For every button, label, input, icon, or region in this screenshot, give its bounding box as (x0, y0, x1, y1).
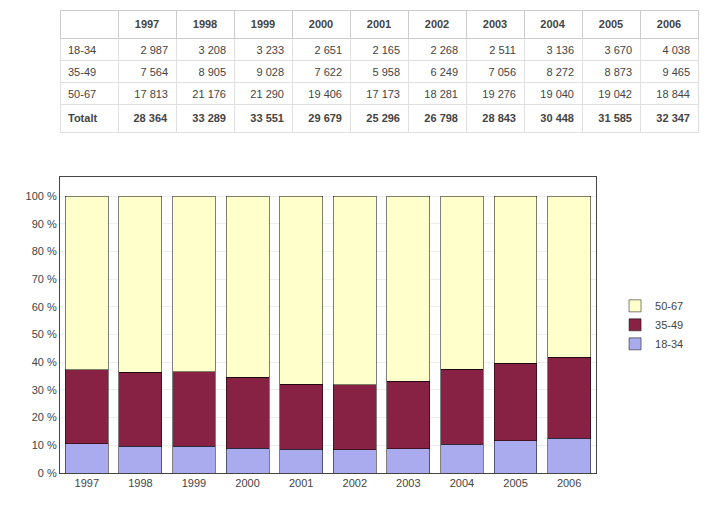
svg-text:100 %: 100 % (26, 190, 57, 202)
svg-text:2 987: 2 987 (140, 44, 168, 56)
svg-text:19 042: 19 042 (598, 88, 632, 100)
svg-text:60 %: 60 % (32, 301, 57, 313)
svg-text:70 %: 70 % (32, 273, 57, 285)
svg-text:18 844: 18 844 (656, 88, 690, 100)
svg-text:6 249: 6 249 (430, 66, 458, 78)
svg-text:21 290: 21 290 (250, 88, 284, 100)
svg-text:18-34: 18-34 (655, 338, 683, 350)
svg-text:1999: 1999 (251, 18, 275, 30)
svg-text:29 679: 29 679 (308, 112, 342, 124)
svg-text:3 670: 3 670 (604, 44, 632, 56)
svg-text:2 268: 2 268 (430, 44, 458, 56)
svg-text:26 798: 26 798 (424, 112, 458, 124)
svg-text:1998: 1998 (128, 477, 152, 489)
svg-text:17 813: 17 813 (134, 88, 168, 100)
svg-text:2002: 2002 (343, 477, 367, 489)
svg-text:10 %: 10 % (32, 439, 57, 451)
svg-text:21 176: 21 176 (192, 88, 226, 100)
svg-text:20 %: 20 % (32, 411, 57, 423)
svg-text:31 585: 31 585 (598, 112, 632, 124)
svg-text:1997: 1997 (75, 477, 99, 489)
svg-text:1999: 1999 (182, 477, 206, 489)
svg-text:40 %: 40 % (32, 356, 57, 368)
svg-text:18 281: 18 281 (424, 88, 458, 100)
svg-text:50 %: 50 % (32, 328, 57, 340)
svg-text:30 448: 30 448 (540, 112, 574, 124)
svg-text:2004: 2004 (450, 477, 474, 489)
svg-text:2003: 2003 (396, 477, 420, 489)
svg-text:2003: 2003 (483, 18, 507, 30)
svg-text:5 958: 5 958 (372, 66, 400, 78)
svg-text:2005: 2005 (503, 477, 527, 489)
svg-text:28 843: 28 843 (482, 112, 516, 124)
svg-text:2001: 2001 (367, 18, 391, 30)
svg-text:19 276: 19 276 (482, 88, 516, 100)
svg-text:2004: 2004 (540, 18, 565, 30)
svg-text:9 028: 9 028 (256, 66, 284, 78)
svg-text:Totalt: Totalt (68, 112, 97, 124)
svg-text:2002: 2002 (425, 18, 449, 30)
svg-text:7 056: 7 056 (488, 66, 516, 78)
svg-text:7 564: 7 564 (140, 66, 168, 78)
svg-text:2 651: 2 651 (314, 44, 342, 56)
svg-text:3 233: 3 233 (256, 44, 284, 56)
svg-text:90 %: 90 % (32, 218, 57, 230)
svg-text:2005: 2005 (599, 18, 623, 30)
svg-text:7 622: 7 622 (314, 66, 342, 78)
svg-text:2 511: 2 511 (489, 44, 516, 56)
svg-text:0 %: 0 % (38, 467, 57, 479)
svg-text:50-67: 50-67 (68, 88, 96, 100)
svg-text:25 296: 25 296 (366, 112, 400, 124)
svg-text:35-49: 35-49 (655, 319, 683, 331)
svg-text:19 406: 19 406 (308, 88, 342, 100)
svg-text:50-67: 50-67 (655, 300, 683, 312)
svg-text:2006: 2006 (557, 477, 581, 489)
svg-text:2006: 2006 (657, 18, 681, 30)
svg-text:30 %: 30 % (32, 384, 57, 396)
svg-text:18-34: 18-34 (68, 44, 96, 56)
svg-text:32 347: 32 347 (656, 112, 690, 124)
svg-text:3 136: 3 136 (546, 44, 574, 56)
svg-text:2 165: 2 165 (372, 44, 400, 56)
svg-text:8 873: 8 873 (604, 66, 632, 78)
svg-text:2000: 2000 (235, 477, 259, 489)
svg-text:19 040: 19 040 (540, 88, 574, 100)
svg-text:1998: 1998 (193, 18, 217, 30)
svg-text:33 289: 33 289 (192, 112, 226, 124)
svg-text:17 173: 17 173 (366, 88, 400, 100)
svg-text:4 038: 4 038 (662, 44, 690, 56)
svg-text:8 272: 8 272 (546, 66, 574, 78)
svg-text:35-49: 35-49 (68, 66, 96, 78)
svg-text:33 551: 33 551 (250, 112, 284, 124)
svg-text:8 905: 8 905 (198, 66, 226, 78)
svg-text:3 208: 3 208 (198, 44, 226, 56)
svg-text:28 364: 28 364 (133, 112, 168, 124)
svg-text:2000: 2000 (309, 18, 333, 30)
svg-text:1997: 1997 (135, 18, 159, 30)
svg-text:2001: 2001 (289, 477, 313, 489)
svg-text:80 %: 80 % (32, 245, 57, 257)
svg-text:9 465: 9 465 (662, 66, 690, 78)
